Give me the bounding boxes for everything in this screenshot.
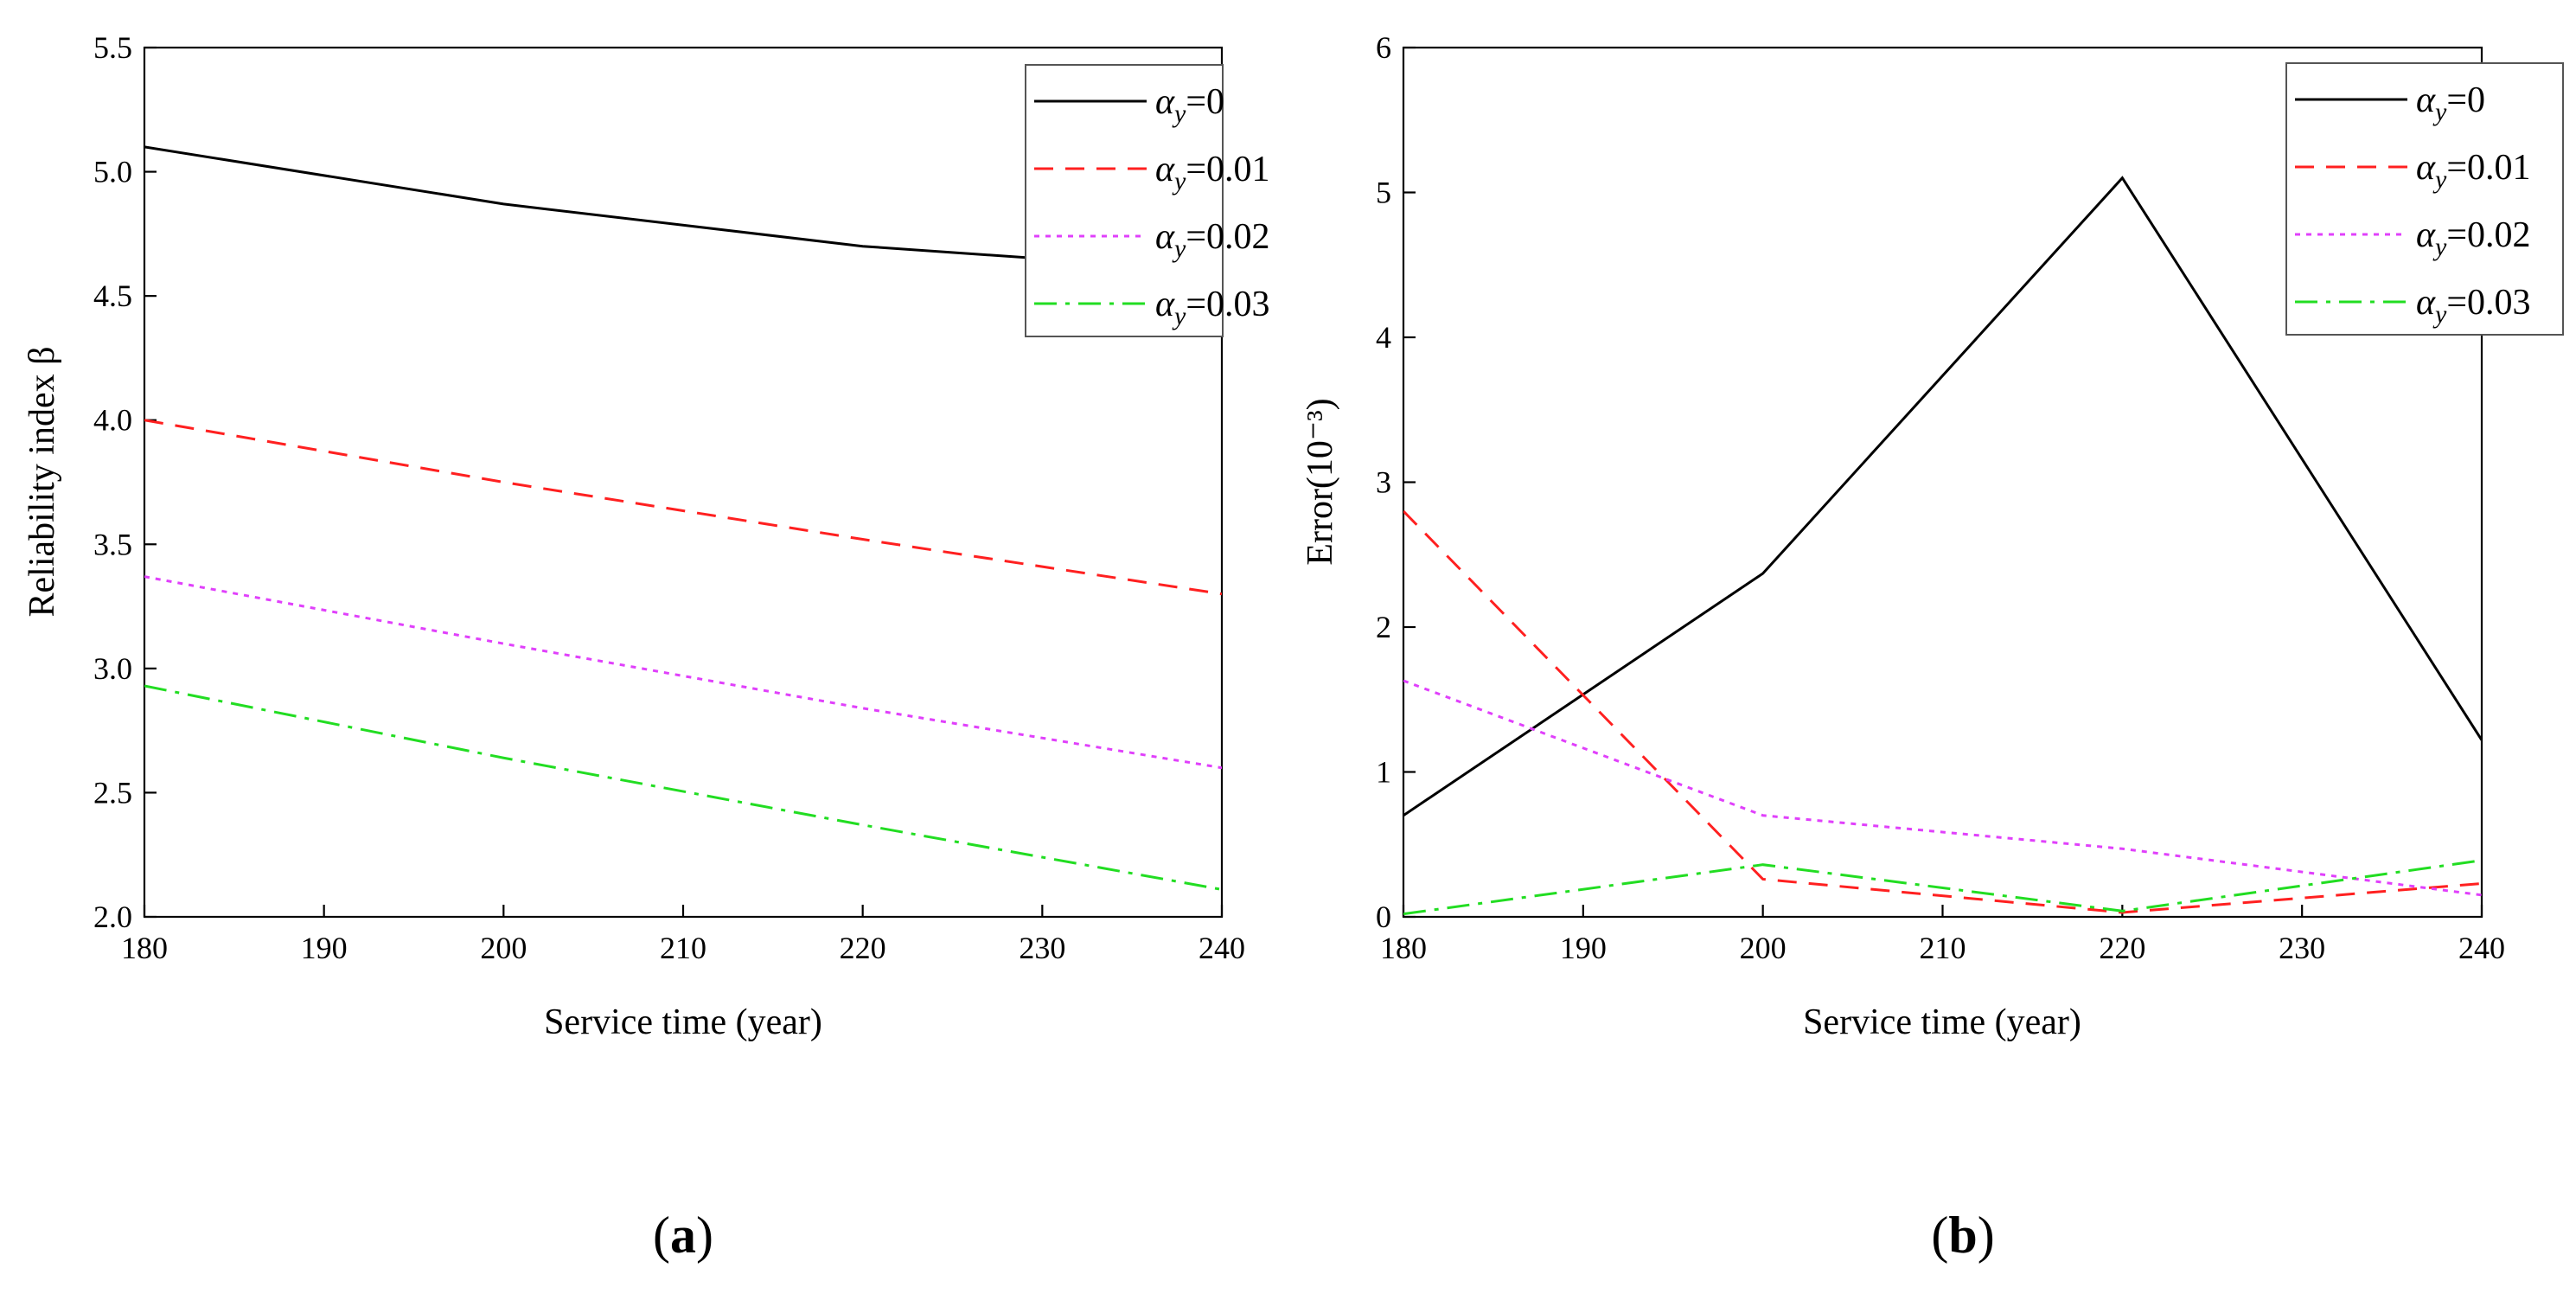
y-axis-title: Error(10⁻³) <box>1301 398 1340 565</box>
x-tick-label: 220 <box>840 931 886 965</box>
legend-value: =0 <box>2446 80 2485 120</box>
y-tick-label: 4.0 <box>93 403 132 438</box>
legend-value: =0.03 <box>2446 283 2530 323</box>
y-tick-label: 5.5 <box>93 30 132 65</box>
legend-box <box>1025 64 1224 337</box>
panel-letter: b <box>1948 1207 1977 1264</box>
legend-alpha: α <box>2416 148 2436 188</box>
x-tick-label: 210 <box>660 931 706 965</box>
x-tick-label: 200 <box>1740 931 1787 965</box>
legend-subscript: y <box>2432 165 2447 194</box>
legend-entry-label: αy=0.02 <box>2416 215 2531 261</box>
panel-letter: a <box>670 1207 696 1264</box>
x-tick-label: 210 <box>1920 931 1966 965</box>
y-tick-label: 5 <box>1376 176 1391 210</box>
legend-alpha: α <box>1155 150 1175 189</box>
legend-subscript: y <box>2432 233 2447 261</box>
y-tick-label: 2.0 <box>93 900 132 934</box>
x-tick-label: 220 <box>2099 931 2145 965</box>
x-tick-label: 180 <box>1380 931 1427 965</box>
y-tick-label: 2 <box>1376 610 1391 644</box>
legend-entry-label: αy=0.03 <box>1155 285 1270 330</box>
panel-b-chart: 180 190 200 210 220 230 2400123456αy=0αy=0.01α… <box>1301 30 2564 1264</box>
legend-alpha: α <box>1155 82 1175 122</box>
legend-value: =0.02 <box>1186 217 1269 257</box>
legend-entry-label: αy=0 <box>2416 80 2485 126</box>
x-tick-label: 240 <box>2458 931 2505 965</box>
legend-value: =0.01 <box>1186 150 1269 189</box>
legend-value: =0.03 <box>1186 285 1269 324</box>
panel-label: (b) <box>1931 1207 1994 1264</box>
legend-alpha: α <box>2416 283 2436 323</box>
y-tick-label: 4.5 <box>93 279 132 313</box>
panel-a-chart: 180 190 200 210 220 230 240 2.0 2.5 3.0 3.5 4.0 4.5 5… <box>22 30 1270 1264</box>
series-group <box>1403 176 2482 916</box>
legend-entry-label: αy=0 <box>1155 82 1224 128</box>
y-tick-label: 4 <box>1376 320 1391 355</box>
y-tick-label: 6 <box>1376 30 1391 65</box>
x-tick-label: 230 <box>2279 931 2325 965</box>
legend-entry-label: αy=0.01 <box>1155 150 1270 195</box>
y-tick-label: 3.0 <box>93 651 132 686</box>
y-tick-label: 3 <box>1376 465 1391 500</box>
legend-value: =0.02 <box>2446 215 2530 255</box>
series-line-alpha-y-0.03 <box>144 684 1222 891</box>
legend-value: =0 <box>1186 82 1224 122</box>
y-tick-label: 2.5 <box>93 775 132 810</box>
y-tick-label: 3.5 <box>93 527 132 561</box>
legend-alpha: α <box>2416 80 2436 120</box>
x-tick-label: 190 <box>1560 931 1607 965</box>
legend-subscript: y <box>1172 234 1186 263</box>
x-tick-label: 240 <box>1199 931 1245 965</box>
series-line-alpha-y-0.01 <box>144 419 1222 596</box>
y-tick-label: 1 <box>1376 755 1391 790</box>
legend-entry-label: αy=0.02 <box>1155 217 1270 263</box>
legend-alpha: α <box>2416 215 2436 255</box>
legend-box <box>2285 62 2564 336</box>
y-axis-title: Reliability index β <box>22 347 62 618</box>
legend-entry-label: αy=0.01 <box>2416 148 2531 194</box>
legend-subscript: y <box>2432 98 2447 126</box>
legend-value: =0.01 <box>2446 148 2530 188</box>
x-tick-label: 200 <box>480 931 527 965</box>
x-tick-label: 190 <box>301 931 348 965</box>
legend-subscript: y <box>1172 302 1186 330</box>
legend-subscript: y <box>1172 167 1186 195</box>
series-line-alpha-y-0.01 <box>1403 509 2482 914</box>
series-line-alpha-y-0.03 <box>1403 859 2482 916</box>
x-axis-title: Service time (year) <box>1803 1002 2081 1042</box>
legend-alpha: α <box>1155 285 1175 324</box>
series-line-alpha-y-0.02 <box>1403 679 2482 897</box>
series-line-alpha-y-0.02 <box>144 575 1222 770</box>
y-tick-label: 5.0 <box>93 155 132 189</box>
legend-subscript: y <box>2432 300 2447 329</box>
x-axis-title: Service time (year) <box>544 1002 822 1042</box>
series-group <box>144 145 1222 891</box>
legend-alpha: α <box>1155 217 1175 257</box>
x-tick-label: 230 <box>1019 931 1065 965</box>
legend-subscript: y <box>1172 99 1186 128</box>
panel-label: (a) <box>653 1207 713 1264</box>
legend-entry-label: αy=0.03 <box>2416 283 2531 329</box>
y-tick-label: 0 <box>1376 900 1391 934</box>
x-tick-label: 180 <box>121 931 168 965</box>
